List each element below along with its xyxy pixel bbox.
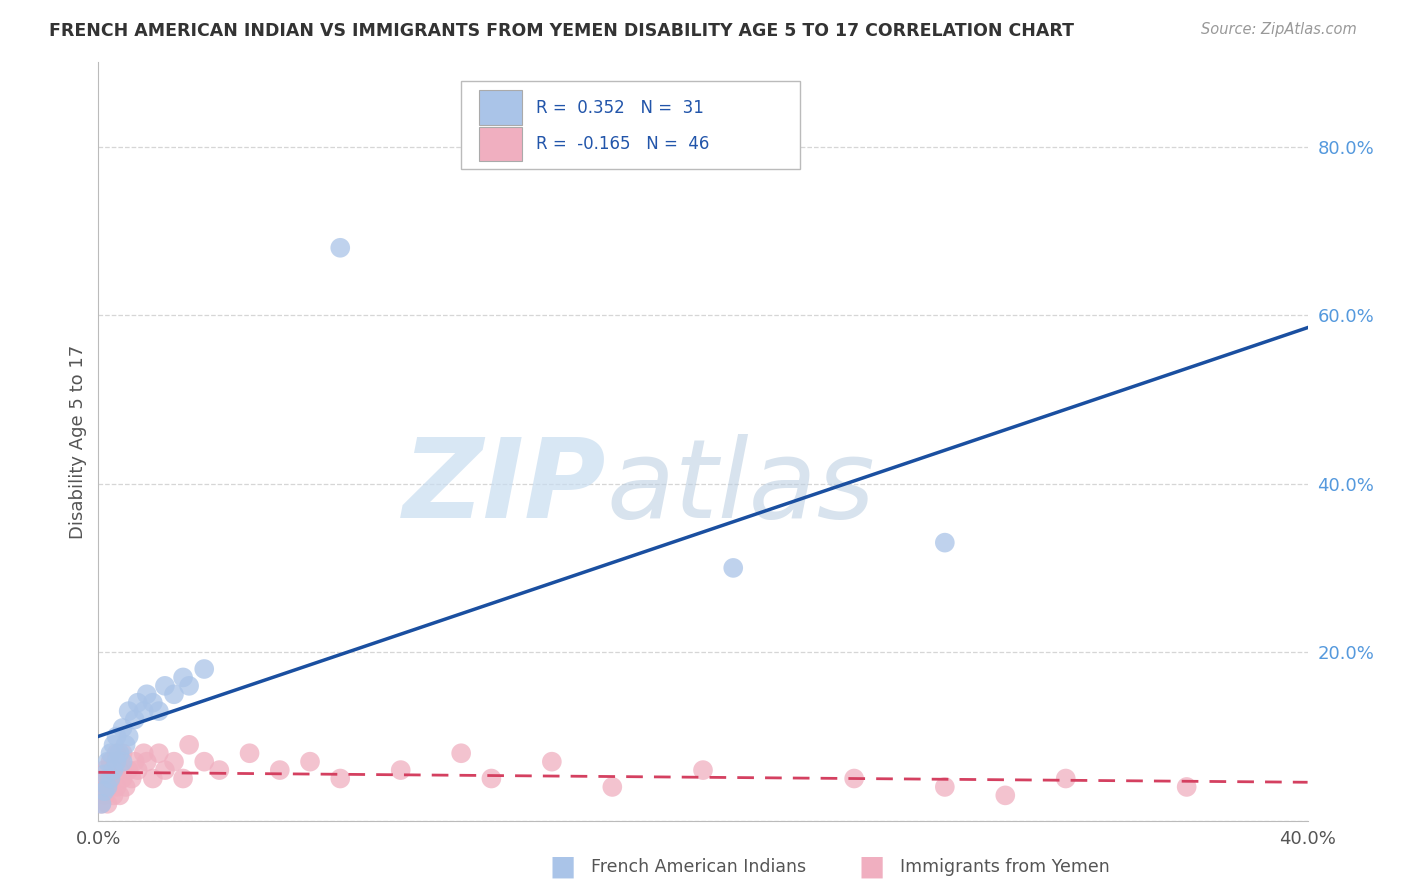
Point xyxy=(481,772,503,786)
Point xyxy=(127,763,149,777)
Point xyxy=(994,789,1017,803)
Point xyxy=(105,746,128,760)
Point xyxy=(172,670,194,684)
Text: ■: ■ xyxy=(550,853,575,881)
Point xyxy=(93,789,115,803)
Text: Immigrants from Yemen: Immigrants from Yemen xyxy=(900,858,1109,876)
Text: R =  0.352   N =  31: R = 0.352 N = 31 xyxy=(536,98,704,117)
Point xyxy=(329,772,352,786)
Point xyxy=(108,763,131,777)
Point xyxy=(132,704,155,718)
Point xyxy=(163,687,186,701)
Text: Source: ZipAtlas.com: Source: ZipAtlas.com xyxy=(1201,22,1357,37)
Point xyxy=(111,721,134,735)
Point xyxy=(1175,780,1198,794)
Point xyxy=(153,679,176,693)
Point xyxy=(142,772,165,786)
Point xyxy=(540,755,562,769)
Point xyxy=(96,797,118,811)
Text: French American Indians: French American Indians xyxy=(591,858,806,876)
Point xyxy=(103,738,125,752)
Point xyxy=(108,789,131,803)
Point xyxy=(90,797,112,811)
Point xyxy=(153,763,176,777)
Point xyxy=(148,746,170,760)
Point xyxy=(90,780,112,794)
Point xyxy=(329,241,352,255)
Point xyxy=(127,696,149,710)
Point xyxy=(193,755,215,769)
Point xyxy=(118,704,141,718)
Point xyxy=(93,767,115,781)
Point xyxy=(389,763,412,777)
Point xyxy=(934,535,956,549)
Point xyxy=(108,746,131,760)
Point xyxy=(299,755,322,769)
Point xyxy=(121,772,143,786)
Point xyxy=(179,679,201,693)
Point xyxy=(124,713,146,727)
Point xyxy=(93,784,115,798)
Point xyxy=(142,696,165,710)
Point xyxy=(934,780,956,794)
Text: ■: ■ xyxy=(859,853,884,881)
Point xyxy=(105,755,128,769)
Point xyxy=(100,755,122,769)
Point xyxy=(93,763,115,777)
Point xyxy=(111,746,134,760)
Point xyxy=(111,755,134,769)
Point xyxy=(96,780,118,794)
Point xyxy=(103,763,125,777)
Point xyxy=(103,789,125,803)
Text: ZIP: ZIP xyxy=(402,434,606,541)
Point xyxy=(208,763,231,777)
Text: R =  -0.165   N =  46: R = -0.165 N = 46 xyxy=(536,135,710,153)
Point xyxy=(148,704,170,718)
Text: atlas: atlas xyxy=(606,434,875,541)
Point xyxy=(111,772,134,786)
Point xyxy=(135,755,157,769)
Point xyxy=(163,755,186,769)
Point xyxy=(114,780,136,794)
Point xyxy=(124,755,146,769)
Point xyxy=(239,746,262,760)
Point xyxy=(269,763,291,777)
Text: FRENCH AMERICAN INDIAN VS IMMIGRANTS FROM YEMEN DISABILITY AGE 5 TO 17 CORRELATI: FRENCH AMERICAN INDIAN VS IMMIGRANTS FRO… xyxy=(49,22,1074,40)
Point xyxy=(118,763,141,777)
Point xyxy=(844,772,866,786)
Point xyxy=(100,772,122,786)
Point xyxy=(602,780,624,794)
Point xyxy=(100,780,122,794)
Point xyxy=(118,730,141,744)
Point xyxy=(450,746,472,760)
Point xyxy=(90,797,112,811)
FancyBboxPatch shape xyxy=(479,127,522,161)
Point xyxy=(105,780,128,794)
FancyBboxPatch shape xyxy=(461,81,800,169)
Point xyxy=(723,561,745,575)
Point xyxy=(96,755,118,769)
Point xyxy=(179,738,201,752)
Point xyxy=(103,763,125,777)
Y-axis label: Disability Age 5 to 17: Disability Age 5 to 17 xyxy=(69,344,87,539)
Point xyxy=(692,763,714,777)
Point xyxy=(114,738,136,752)
Point xyxy=(96,772,118,786)
Point xyxy=(193,662,215,676)
Point xyxy=(1054,772,1077,786)
FancyBboxPatch shape xyxy=(479,90,522,125)
Point xyxy=(105,730,128,744)
Point xyxy=(172,772,194,786)
Point xyxy=(135,687,157,701)
Point xyxy=(100,746,122,760)
Point xyxy=(132,746,155,760)
